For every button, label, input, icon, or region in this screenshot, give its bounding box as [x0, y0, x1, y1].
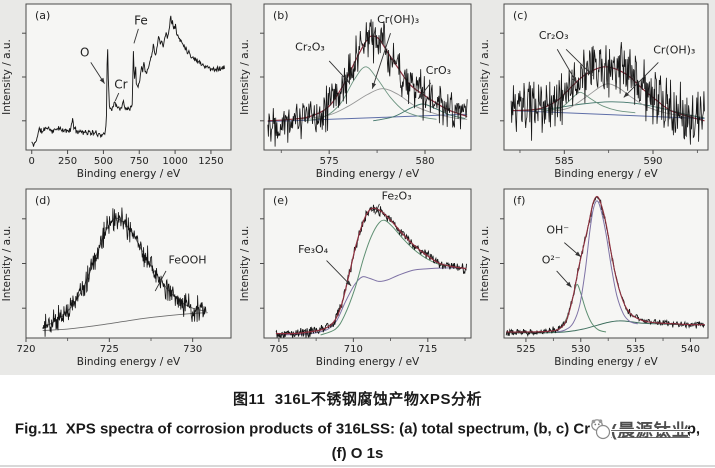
- svg-text:O: O: [80, 46, 89, 60]
- watermark-logo-icon: [591, 418, 611, 439]
- svg-text:730: 730: [183, 344, 202, 355]
- svg-text:(b): (b): [273, 9, 289, 22]
- figure-caption: 图11 316L不锈钢腐蚀产物XPS分析 Fig.11 XPS spectra …: [0, 375, 715, 468]
- svg-text:(d): (d): [35, 194, 51, 207]
- svg-text:535: 535: [626, 344, 645, 355]
- svg-text:Fe₃O₄: Fe₃O₄: [298, 243, 329, 256]
- panel-b-cr2p32-chart: 575 580 Binding energy / eV Intensity / a.u…: [238, 0, 478, 183]
- svg-text:Binding energy / eV: Binding energy / eV: [77, 168, 181, 180]
- caption-chinese: 图11 316L不锈钢腐蚀产物XPS分析: [233, 391, 482, 408]
- svg-text:Binding energy / eV: Binding energy / eV: [77, 356, 181, 368]
- svg-text:750: 750: [130, 156, 149, 167]
- xps-plot-f: 525 530 535 540 Binding energy / eV Intensity…: [479, 188, 709, 368]
- svg-text:580: 580: [415, 156, 434, 167]
- svg-text:530: 530: [571, 344, 590, 355]
- watermark-text: (晨源钛业: [611, 421, 690, 440]
- svg-text:705: 705: [269, 344, 288, 355]
- caption-en-after-watermark: p,: [686, 420, 701, 438]
- panel-c-cr2p12-chart: 585 590 Binding energy / eV Intensity / a.u…: [478, 0, 715, 183]
- svg-text:O²⁻: O²⁻: [542, 254, 561, 267]
- figure-row-1: 0 250 500 750 1000 1250 Binding energy / eV Int…: [0, 0, 715, 183]
- figure-row-2: 720 725 730 Binding energy / eV Intensity / …: [0, 183, 715, 375]
- svg-text:Intensity / a.u.: Intensity / a.u.: [479, 226, 491, 302]
- svg-text:Intensity / a.u.: Intensity / a.u.: [479, 39, 491, 115]
- panel-e-fe2p32-chart: 705 710 715 Binding energy / eV Intensity / …: [238, 183, 478, 375]
- svg-text:Binding energy / eV: Binding energy / eV: [554, 168, 658, 180]
- svg-text:Intensity / a.u.: Intensity / a.u.: [239, 226, 251, 302]
- panel-d-fe2p12-chart: 720 725 730 Binding energy / eV Intensity / …: [0, 183, 238, 375]
- svg-text:Cr(OH)₃: Cr(OH)₃: [377, 13, 419, 26]
- caption-english-line1: Fig.11 XPS spectra of corrosion products…: [0, 417, 715, 442]
- svg-text:Binding energy / eV: Binding energy / eV: [554, 356, 658, 368]
- svg-text:540: 540: [681, 344, 700, 355]
- svg-text:1250: 1250: [198, 156, 223, 167]
- panel-f-o1s-chart: 525 530 535 540 Binding energy / eV Intensity…: [478, 183, 715, 375]
- svg-text:250: 250: [58, 156, 77, 167]
- svg-text:715: 715: [418, 344, 437, 355]
- svg-text:590: 590: [643, 156, 662, 167]
- svg-text:585: 585: [555, 156, 574, 167]
- svg-text:575: 575: [320, 156, 339, 167]
- svg-text:500: 500: [94, 156, 113, 167]
- caption-en-before-watermark: Fig.11 XPS spectra of corrosion products…: [14, 420, 591, 438]
- svg-text:(c): (c): [513, 9, 528, 22]
- svg-text:Cr(OH)₃: Cr(OH)₃: [653, 44, 695, 57]
- caption-english-line2: (f) O 1s: [331, 445, 384, 462]
- svg-text:(e): (e): [273, 194, 288, 207]
- xps-figure-grid: 0 250 500 750 1000 1250 Binding energy / eV Int…: [0, 0, 715, 375]
- svg-text:725: 725: [100, 344, 119, 355]
- svg-text:710: 710: [344, 344, 363, 355]
- panel-a-survey-chart: 0 250 500 750 1000 1250 Binding energy / eV Int…: [0, 0, 238, 183]
- watermark: (晨源钛业: [589, 416, 690, 441]
- svg-text:Intensity / a.u.: Intensity / a.u.: [239, 39, 251, 115]
- bottom-divider: [0, 465, 715, 467]
- svg-text:Fe₂O₃: Fe₂O₃: [382, 189, 412, 202]
- svg-text:Binding energy / eV: Binding energy / eV: [316, 168, 420, 180]
- svg-text:525: 525: [516, 344, 535, 355]
- svg-text:Cr₂O₃: Cr₂O₃: [295, 41, 325, 54]
- svg-text:Cr₂O₃: Cr₂O₃: [539, 29, 569, 42]
- svg-text:Intensity / a.u.: Intensity / a.u.: [1, 39, 13, 115]
- svg-text:Cr: Cr: [114, 78, 127, 92]
- svg-text:OH⁻: OH⁻: [546, 224, 569, 237]
- svg-text:FeOOH: FeOOH: [169, 254, 207, 267]
- svg-text:Binding energy / eV: Binding energy / eV: [316, 356, 420, 368]
- svg-text:(f): (f): [513, 194, 525, 207]
- svg-text:720: 720: [16, 344, 35, 355]
- svg-text:1000: 1000: [162, 156, 187, 167]
- xps-plot-a: 0 250 500 750 1000 1250 Binding energy / eV Int…: [1, 3, 232, 180]
- svg-text:(a): (a): [35, 9, 50, 22]
- svg-text:0: 0: [29, 156, 35, 167]
- svg-text:Intensity / a.u.: Intensity / a.u.: [1, 226, 13, 302]
- svg-text:Fe: Fe: [134, 13, 148, 27]
- svg-text:CrO₃: CrO₃: [426, 64, 451, 77]
